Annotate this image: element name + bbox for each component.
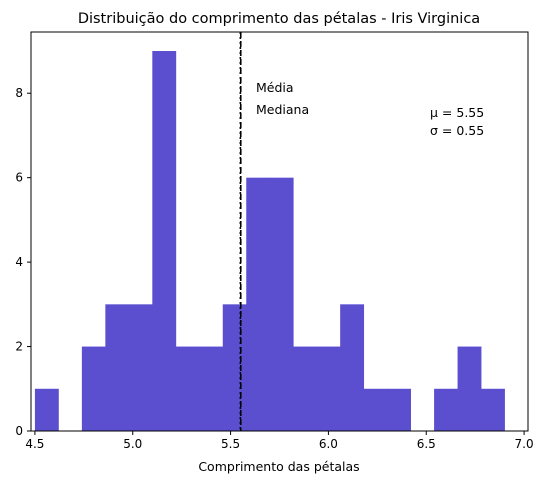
x-tick-label: 6.5 bbox=[417, 437, 436, 451]
histogram-bar bbox=[434, 388, 458, 431]
histogram-bar bbox=[222, 304, 247, 431]
histogram-bar bbox=[269, 177, 294, 431]
y-tick-label: 8 bbox=[15, 86, 23, 100]
x-axis-label: Comprimento das pétalas bbox=[198, 459, 359, 474]
x-tick-label: 7.0 bbox=[515, 437, 534, 451]
histogram-bar bbox=[246, 177, 271, 431]
histogram-bar bbox=[175, 346, 200, 431]
x-tick-label: 5.0 bbox=[123, 437, 142, 451]
bars-layer bbox=[34, 51, 505, 431]
y-tick-label: 6 bbox=[15, 171, 23, 185]
histogram-bar bbox=[340, 304, 365, 431]
histogram-bar bbox=[81, 346, 106, 431]
mean-line-label: Média bbox=[256, 80, 294, 95]
y-tick-label: 2 bbox=[15, 340, 23, 354]
histogram-bar bbox=[199, 346, 224, 431]
std-dev-stat-text: σ = 0.55 bbox=[430, 123, 484, 138]
x-tick-label: 5.5 bbox=[221, 437, 240, 451]
y-tick-label: 4 bbox=[15, 255, 23, 269]
median-line-label: Mediana bbox=[256, 102, 309, 117]
histogram-bar bbox=[105, 304, 130, 431]
y-axis-ticks: 0 2 4 6 8 bbox=[15, 86, 31, 438]
y-tick-label: 0 bbox=[15, 424, 23, 438]
histogram-bar bbox=[152, 51, 177, 431]
chart-title: Distribuição do comprimento das pétalas … bbox=[78, 11, 480, 27]
histogram-bar bbox=[34, 388, 59, 431]
histogram-bar bbox=[457, 346, 482, 431]
mean-stat-text: μ = 5.55 bbox=[430, 105, 484, 120]
histogram-bar bbox=[316, 346, 341, 431]
plot-area-frame bbox=[30, 31, 529, 432]
x-axis-ticks: 4.5 5.0 5.5 6.0 6.5 7.0 bbox=[25, 431, 534, 451]
histogram-bar bbox=[481, 388, 505, 431]
histogram-bar bbox=[387, 388, 411, 431]
histogram-bar bbox=[363, 388, 388, 431]
x-tick-label: 4.5 bbox=[25, 437, 44, 451]
x-tick-label: 6.0 bbox=[319, 437, 338, 451]
histogram-bar bbox=[128, 304, 153, 431]
histogram-bar bbox=[293, 346, 318, 431]
